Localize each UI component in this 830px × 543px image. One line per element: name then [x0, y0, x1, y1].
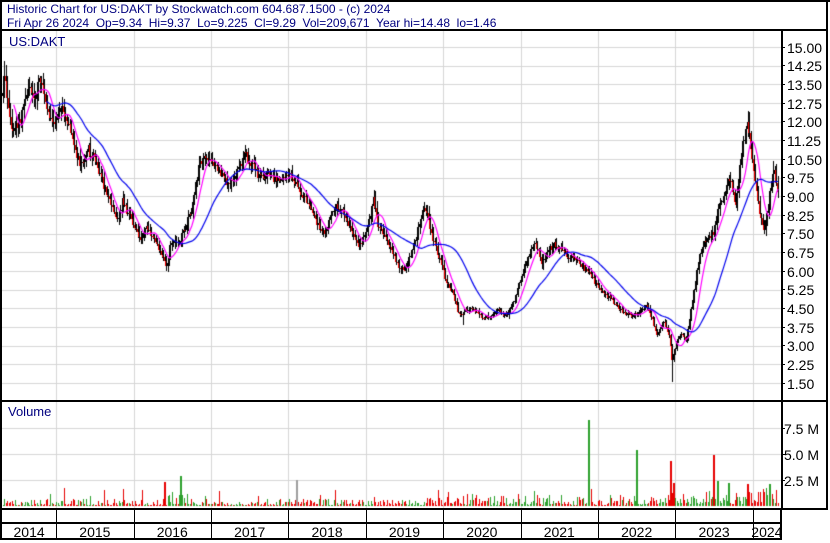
price-axis-label: 3.00: [787, 338, 815, 355]
year-boundary-tick: [211, 524, 212, 538]
year-boundary-tick: [366, 510, 367, 522]
border-volume-bottom: [2, 508, 826, 510]
border-header-divider: [0, 29, 828, 31]
border-right: [826, 0, 828, 510]
price-axis-label: 12.00: [787, 114, 823, 131]
volume-axis-tick: [781, 427, 785, 429]
price-axis-label: 6.00: [787, 263, 815, 280]
price-chart-canvas[interactable]: [2, 31, 781, 400]
price-axis-label: 15.00: [787, 39, 823, 56]
volume-axis-label: 7.5 M: [784, 420, 820, 437]
price-axis-tick: [781, 195, 785, 197]
volume-axis-tick: [781, 479, 785, 481]
year-boundary-tick: [753, 510, 754, 522]
year-label: 2017: [234, 524, 266, 540]
volume-chart-canvas[interactable]: [2, 402, 781, 508]
price-axis-label: 1.50: [787, 375, 815, 392]
year-label: 2015: [79, 524, 111, 540]
year-boundary-tick: [675, 524, 676, 538]
price-axis-tick: [781, 326, 785, 328]
year-boundary-tick: [288, 524, 289, 538]
year-boundary-tick: [288, 510, 289, 522]
price-axis-tick: [781, 46, 785, 48]
price-axis-label: 3.75: [787, 319, 815, 336]
price-axis-label: 8.25: [787, 207, 815, 224]
year-boundary-tick: [521, 524, 522, 538]
border-tickrow-bottom: [0, 522, 782, 524]
price-axis-tick: [781, 363, 785, 365]
price-axis-tick: [781, 214, 785, 216]
year-label: 2018: [311, 524, 343, 540]
price-axis-label: 9.75: [787, 170, 815, 187]
year-boundary-tick: [598, 524, 599, 538]
year-label: 2024: [751, 524, 783, 540]
price-axis-label: 7.50: [787, 226, 815, 243]
year-label: 2019: [388, 524, 421, 540]
price-axis-tick: [781, 83, 785, 85]
price-axis-tick: [781, 345, 785, 347]
border-panel-divider: [2, 400, 826, 402]
border-yearrow-right: [780, 508, 782, 540]
volume-panel-label: Volume: [8, 404, 52, 419]
price-axis-tick: [781, 158, 785, 160]
year-label: 2021: [543, 524, 575, 540]
year-boundary-tick: [443, 524, 444, 538]
border-top: [0, 0, 830, 2]
year-label: 2020: [466, 524, 498, 540]
price-axis-label: 12.75: [787, 95, 823, 112]
year-boundary-tick: [211, 510, 212, 522]
year-boundary-tick: [598, 510, 599, 522]
year-boundary-tick: [753, 524, 754, 538]
year-boundary-tick: [366, 524, 367, 538]
price-axis-label: 5.25: [787, 282, 815, 299]
year-boundary-tick: [443, 510, 444, 522]
price-axis-tick: [781, 307, 785, 309]
year-boundary-tick: [675, 510, 676, 522]
volume-axis-tick: [781, 453, 785, 455]
year-boundary-tick: [134, 524, 135, 538]
year-boundary-tick: [134, 510, 135, 522]
price-axis-label: 6.75: [787, 244, 815, 261]
border-bottom: [0, 538, 782, 540]
quote-summary-line: Fri Apr 26 2024 Op=9.34 Hi=9.37 Lo=9.225…: [7, 16, 497, 30]
year-label: 2014: [13, 524, 45, 540]
price-axis-tick: [781, 233, 785, 235]
price-axis-label: 4.50: [787, 300, 815, 317]
year-boundary-tick: [56, 510, 57, 522]
price-axis-label: 10.50: [787, 151, 823, 168]
price-axis-tick: [781, 102, 785, 104]
price-axis-tick: [781, 251, 785, 253]
price-axis-tick: [781, 289, 785, 291]
price-axis-tick: [781, 121, 785, 123]
price-axis-tick: [781, 65, 785, 67]
price-axis-label: 11.25: [787, 132, 821, 149]
year-boundary-tick: [56, 524, 57, 538]
volume-axis-label: 5.0 M: [784, 446, 820, 463]
year-label: 2016: [156, 524, 188, 540]
year-boundary-tick: [521, 510, 522, 522]
symbol-label: US:DAKT: [9, 34, 66, 49]
price-axis-tick: [781, 382, 785, 384]
price-axis-tick: [781, 139, 785, 141]
price-axis-label: 2.25: [787, 356, 815, 373]
price-axis-label: 13.50: [787, 76, 823, 93]
volume-axis-label: 2.5 M: [784, 472, 820, 489]
year-label: 2023: [698, 524, 730, 540]
chart-title: Historic Chart for US:DAKT by Stockwatch…: [7, 2, 391, 16]
price-axis-tick: [781, 177, 785, 179]
price-axis-label: 9.00: [787, 188, 815, 205]
border-left: [0, 0, 2, 540]
price-axis-tick: [781, 270, 785, 272]
year-label: 2022: [621, 524, 653, 540]
price-axis-label: 14.25: [787, 58, 823, 75]
